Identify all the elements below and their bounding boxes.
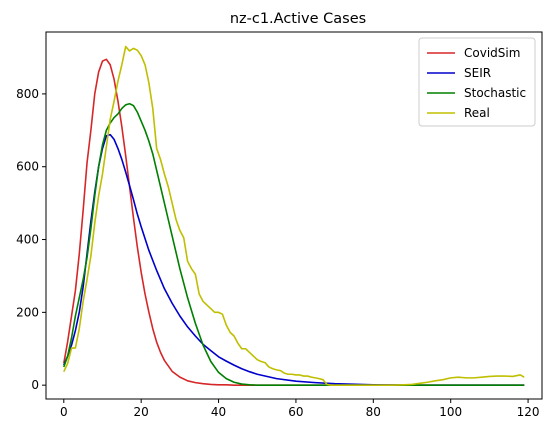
x-tick-label: 0: [60, 405, 68, 419]
x-tick-label: 40: [211, 405, 226, 419]
y-tick-label: 0: [31, 378, 39, 392]
legend-label-seir: SEIR: [464, 66, 491, 80]
x-tick-label: 120: [517, 405, 540, 419]
plot-area: [63, 45, 525, 386]
series-line-stochastic: [63, 102, 525, 386]
series-line-seir: [63, 133, 525, 386]
x-tick-label: 80: [366, 405, 381, 419]
axes-frame: [45, 31, 543, 400]
legend-label-covidsim: CovidSim: [464, 46, 520, 60]
legend-box: [418, 37, 536, 127]
x-tick-label: 100: [439, 405, 462, 419]
legend: CovidSim SEIR Stochastic Real: [418, 37, 536, 127]
chart-title: nz-c1.Active Cases: [230, 11, 366, 27]
axis-ticks: 0 20 40 60 80 100 120 0 200 400 600 800: [16, 87, 539, 419]
x-tick-label: 60: [288, 405, 303, 419]
series-line-real: [63, 45, 525, 386]
x-tick-label: 20: [134, 405, 149, 419]
y-tick-label: 600: [16, 160, 39, 174]
y-tick-label: 800: [16, 87, 39, 101]
y-tick-label: 400: [16, 233, 39, 247]
legend-label-real: Real: [464, 106, 490, 120]
legend-label-stochastic: Stochastic: [464, 86, 526, 100]
y-tick-label: 200: [16, 305, 39, 319]
